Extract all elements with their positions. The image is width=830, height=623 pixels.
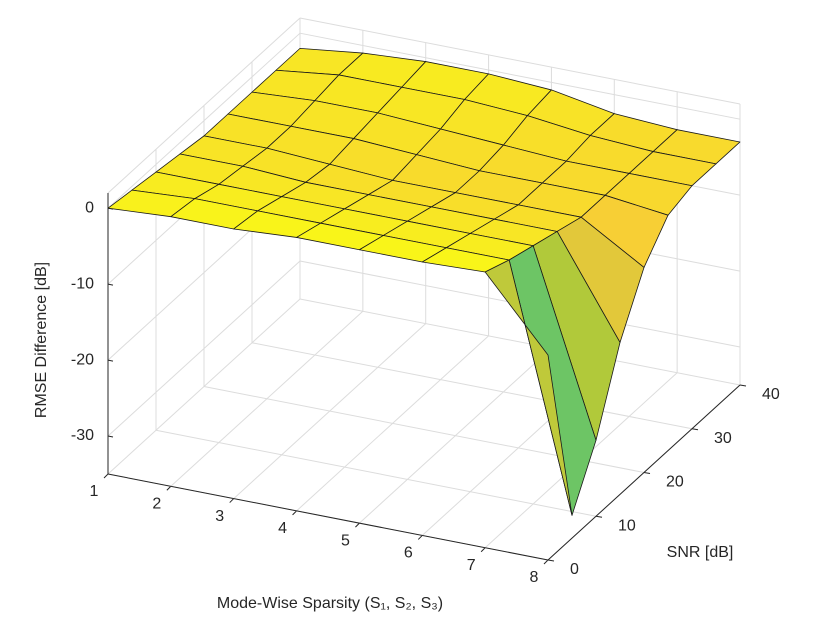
y-tick-label: 40 [762, 386, 780, 403]
x-tick-label: 7 [467, 557, 476, 574]
grid-line [299, 32, 741, 120]
tick-mark [107, 359, 114, 362]
x-tick-label: 8 [530, 569, 539, 586]
grid-line [107, 260, 301, 437]
grid-line [299, 298, 741, 386]
y-axis [547, 384, 741, 561]
grid-line [155, 429, 597, 517]
y-tick-label: 30 [714, 430, 732, 447]
x-tick-label: 5 [341, 532, 350, 549]
x-tick-label: 6 [404, 545, 413, 562]
x-tick-label: 2 [152, 496, 161, 513]
z-tick-label: -20 [71, 351, 94, 368]
tick-mark [643, 472, 651, 474]
tick-mark [480, 547, 486, 553]
grid-line [251, 342, 693, 430]
tick-mark [417, 535, 423, 540]
grid-line [107, 17, 301, 194]
x-tick-label: 1 [90, 483, 99, 500]
tick-mark [107, 435, 114, 438]
tick-mark [292, 510, 297, 516]
z-tick-label: 0 [85, 199, 94, 216]
surface-patch [484, 259, 573, 516]
tick-mark [691, 428, 699, 431]
grid-line [107, 32, 301, 209]
z-tick-label: -10 [71, 275, 94, 292]
tick-mark [547, 559, 555, 562]
tick-mark [355, 522, 360, 528]
y-tick-label: 10 [618, 517, 636, 534]
y-axis-label: SNR [dB] [667, 544, 734, 561]
x-axis-label: Mode-Wise Sparsity (S₁, S₂, S₃) [217, 595, 443, 612]
z-axis-label: RMSE Difference [dB] [33, 262, 50, 418]
tick-mark [595, 515, 603, 518]
tick-mark [739, 384, 747, 387]
tick-mark [103, 473, 109, 479]
x-axis [107, 473, 549, 561]
tick-mark [229, 498, 235, 503]
y-tick-label: 20 [666, 474, 684, 491]
x-tick-label: 4 [278, 520, 287, 537]
z-tick-label: -30 [71, 427, 94, 444]
x-tick-label: 3 [215, 508, 224, 525]
tick-mark [107, 283, 114, 286]
grid-line [299, 17, 741, 105]
y-tick-label: 0 [570, 561, 579, 578]
tick-mark [166, 485, 172, 491]
tick-mark [543, 559, 549, 565]
